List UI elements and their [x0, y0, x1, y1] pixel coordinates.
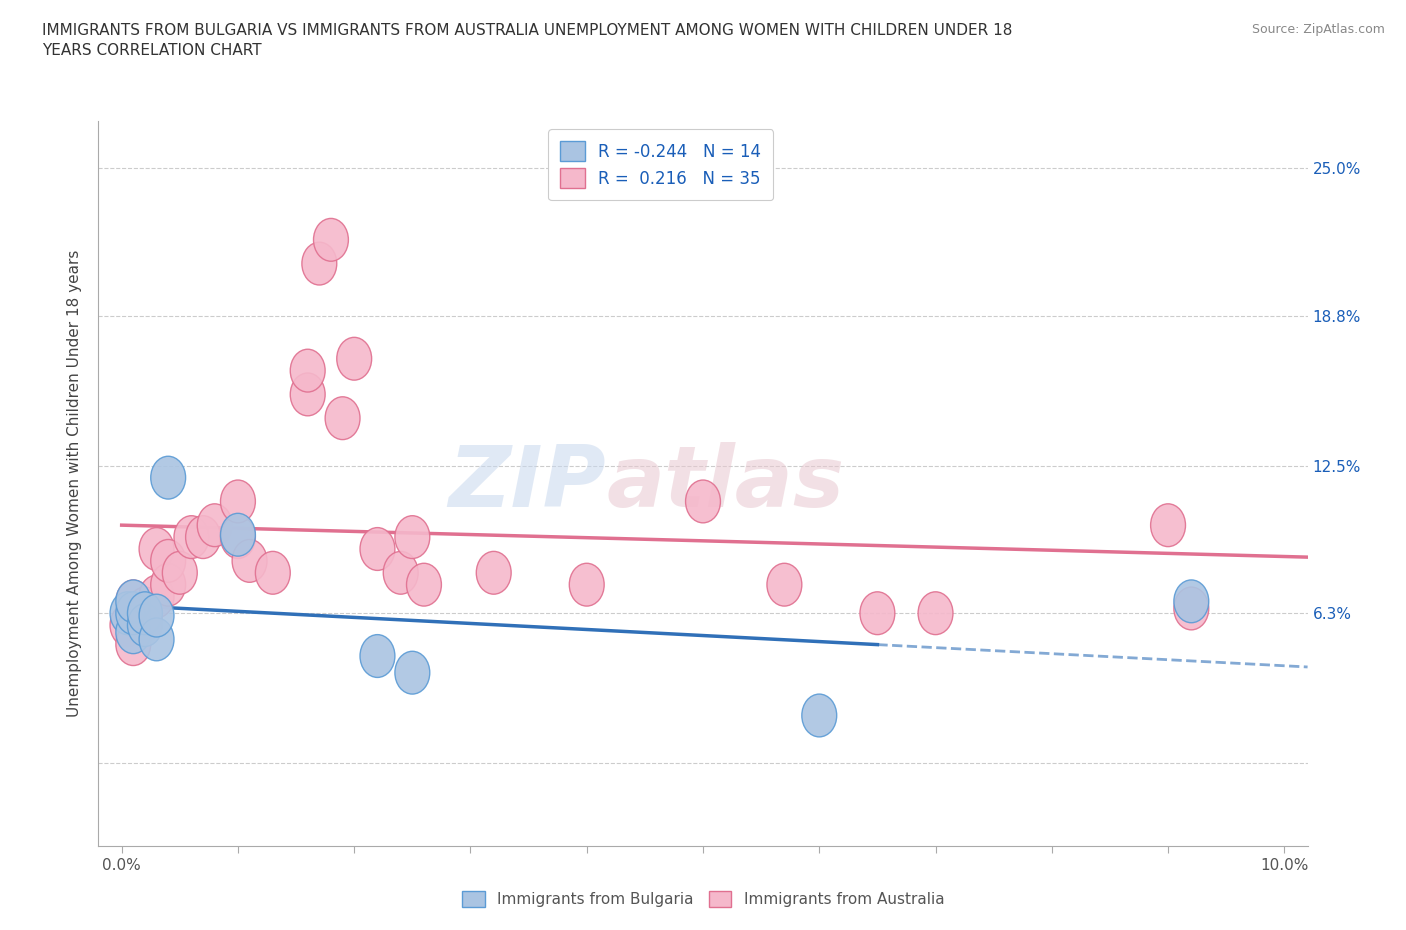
Legend: Immigrants from Bulgaria, Immigrants from Australia: Immigrants from Bulgaria, Immigrants fro… [456, 884, 950, 913]
Ellipse shape [150, 539, 186, 582]
Ellipse shape [139, 594, 174, 637]
Ellipse shape [221, 480, 256, 523]
Ellipse shape [115, 580, 150, 623]
Ellipse shape [337, 338, 371, 380]
Ellipse shape [150, 564, 186, 606]
Ellipse shape [686, 480, 720, 523]
Ellipse shape [1174, 580, 1209, 623]
Ellipse shape [186, 516, 221, 559]
Ellipse shape [197, 504, 232, 547]
Ellipse shape [360, 527, 395, 570]
Ellipse shape [290, 350, 325, 392]
Ellipse shape [232, 539, 267, 582]
Ellipse shape [860, 591, 894, 634]
Text: atlas: atlas [606, 442, 845, 525]
Text: Source: ZipAtlas.com: Source: ZipAtlas.com [1251, 23, 1385, 36]
Ellipse shape [139, 618, 174, 661]
Ellipse shape [128, 587, 162, 630]
Ellipse shape [766, 564, 801, 606]
Ellipse shape [128, 604, 162, 646]
Ellipse shape [384, 551, 418, 594]
Ellipse shape [162, 551, 197, 594]
Ellipse shape [395, 651, 430, 694]
Ellipse shape [302, 242, 337, 285]
Y-axis label: Unemployment Among Women with Children Under 18 years: Unemployment Among Women with Children U… [67, 250, 83, 717]
Ellipse shape [918, 591, 953, 634]
Ellipse shape [395, 516, 430, 559]
Ellipse shape [115, 591, 150, 634]
Legend: R = -0.244   N = 14, R =  0.216   N = 35: R = -0.244 N = 14, R = 0.216 N = 35 [548, 129, 773, 200]
Ellipse shape [477, 551, 512, 594]
Text: ZIP: ZIP [449, 442, 606, 525]
Ellipse shape [139, 527, 174, 570]
Ellipse shape [256, 551, 290, 594]
Ellipse shape [110, 591, 145, 634]
Ellipse shape [221, 513, 256, 556]
Ellipse shape [801, 694, 837, 737]
Ellipse shape [569, 564, 605, 606]
Ellipse shape [128, 591, 162, 634]
Ellipse shape [174, 516, 209, 559]
Ellipse shape [1174, 587, 1209, 630]
Ellipse shape [115, 580, 150, 623]
Ellipse shape [115, 623, 150, 666]
Ellipse shape [290, 373, 325, 416]
Ellipse shape [1150, 504, 1185, 547]
Ellipse shape [314, 219, 349, 261]
Ellipse shape [115, 611, 150, 654]
Ellipse shape [406, 564, 441, 606]
Ellipse shape [360, 634, 395, 677]
Ellipse shape [139, 575, 174, 618]
Ellipse shape [221, 516, 256, 559]
Ellipse shape [150, 457, 186, 499]
Ellipse shape [325, 397, 360, 440]
Ellipse shape [128, 599, 162, 642]
Text: IMMIGRANTS FROM BULGARIA VS IMMIGRANTS FROM AUSTRALIA UNEMPLOYMENT AMONG WOMEN W: IMMIGRANTS FROM BULGARIA VS IMMIGRANTS F… [42, 23, 1012, 58]
Ellipse shape [110, 604, 145, 646]
